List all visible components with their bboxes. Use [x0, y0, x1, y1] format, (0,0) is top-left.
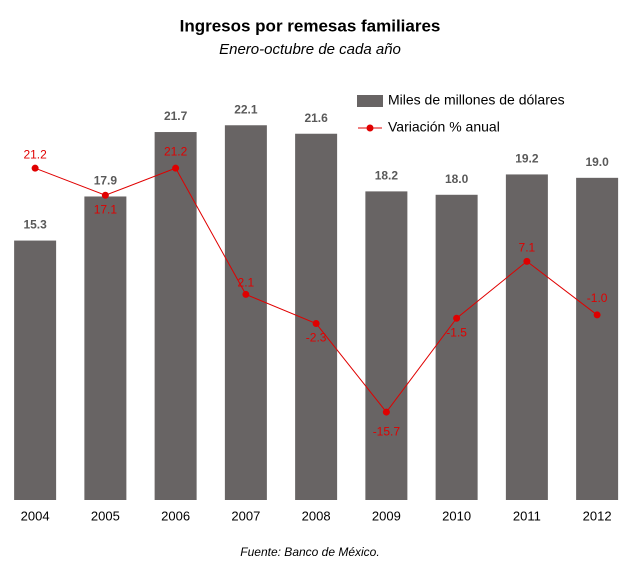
line-value-label: 21.2 [23, 147, 47, 161]
chart-title: Ingresos por remesas familiares [180, 16, 441, 35]
x-tick-label: 2007 [231, 508, 260, 523]
x-tick-label: 2008 [302, 508, 331, 523]
x-tick-label: 2010 [442, 508, 471, 523]
line-point [242, 290, 250, 298]
bar-value-label: 21.7 [164, 109, 188, 123]
line-value-label: -2.3 [306, 331, 327, 345]
line-value-label: -1.0 [587, 291, 608, 305]
x-tick-label: 2009 [372, 508, 401, 523]
line-point [31, 164, 39, 172]
bar-value-label: 19.2 [515, 152, 539, 166]
bar [435, 194, 478, 501]
bar [365, 191, 408, 501]
line-point [172, 164, 180, 172]
bar [224, 125, 267, 501]
x-tick-label: 2004 [21, 508, 50, 523]
bar [505, 174, 548, 500]
source-note: Fuente: Banco de México. [240, 545, 379, 559]
legend-marker [366, 124, 374, 132]
bar-value-label: 18.2 [375, 169, 399, 183]
bar-value-label: 19.0 [585, 155, 609, 169]
x-tick-label: 2006 [161, 508, 190, 523]
line-point [593, 311, 601, 319]
x-tick-label: 2011 [513, 508, 541, 523]
bar [295, 133, 338, 500]
line-value-label: -15.7 [373, 424, 401, 438]
line-point [523, 257, 531, 265]
bar [84, 196, 127, 500]
line-point [453, 314, 461, 322]
bar [154, 132, 197, 501]
line-value-label: 7.1 [519, 241, 536, 255]
line-value-label: 2.1 [238, 276, 255, 290]
legend-swatch [357, 95, 383, 107]
chart-subtitle: Enero-octubre de cada año [219, 41, 401, 58]
legend-label: Variación % anual [388, 119, 500, 135]
line-value-label: -1.5 [446, 325, 467, 339]
line-point [312, 320, 320, 328]
line-value-label: 21.2 [164, 144, 188, 158]
x-tick-label: 2005 [91, 508, 120, 523]
bar [576, 177, 619, 500]
bar-value-label: 17.9 [94, 174, 118, 188]
x-tick-label: 2012 [583, 508, 612, 523]
legend-label: Miles de millones de dólares [388, 92, 565, 108]
bar-value-label: 15.3 [23, 218, 47, 232]
line-point [382, 408, 390, 416]
bar-value-label: 22.1 [234, 102, 258, 116]
bar-value-label: 21.6 [304, 111, 328, 125]
line-point [101, 191, 109, 199]
bar [14, 240, 57, 500]
bar-value-label: 18.0 [445, 172, 469, 186]
line-value-label: 17.1 [94, 202, 118, 216]
